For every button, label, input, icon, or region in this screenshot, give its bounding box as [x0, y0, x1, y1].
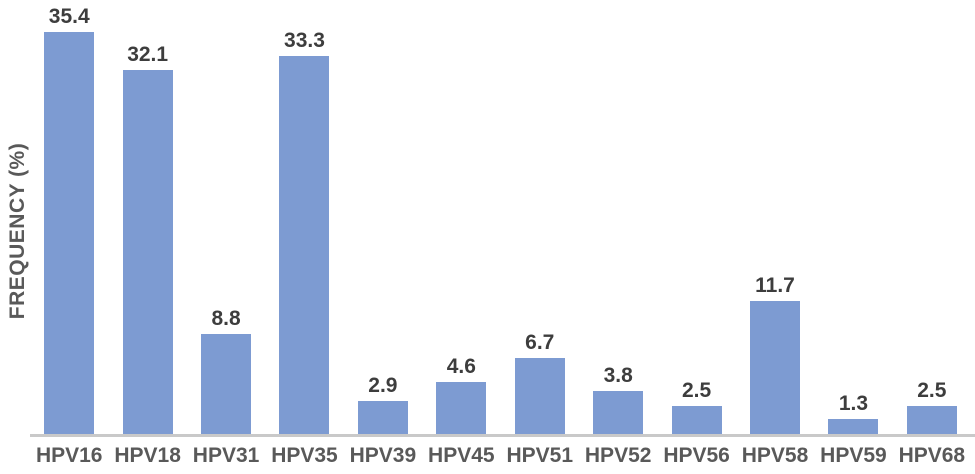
x-axis-tick-label: HPV45 — [428, 444, 495, 467]
x-axis-line — [30, 434, 975, 437]
x-axis-tick-label: HPV51 — [506, 444, 574, 467]
bar-value-label: 6.7 — [525, 330, 555, 354]
x-axis-tick-label: HPV56 — [663, 444, 730, 467]
bar-group: 32.1 — [108, 44, 186, 434]
bar-group: 2.5 — [893, 380, 971, 434]
bar — [514, 357, 565, 434]
bar — [671, 405, 722, 434]
bar-group: 2.9 — [344, 375, 422, 434]
bar — [906, 405, 957, 434]
bar-group: 2.5 — [657, 380, 735, 434]
bar-value-label: 2.5 — [917, 378, 947, 402]
bar — [122, 69, 173, 434]
bar — [279, 56, 330, 434]
bar — [357, 401, 408, 434]
y-axis-title: FREQUENCY (%) — [6, 142, 29, 320]
bar-value-label: 8.8 — [211, 307, 241, 331]
bar-group: 4.6 — [422, 356, 500, 434]
bar-value-label: 4.6 — [446, 354, 476, 378]
x-axis-tick-label: HPV58 — [741, 444, 809, 467]
bar-value-label: 11.7 — [755, 274, 795, 298]
bar-group: 33.3 — [265, 30, 343, 434]
x-axis-tick-label: HPV68 — [898, 444, 966, 467]
x-axis-tick-label: HPV39 — [349, 444, 417, 467]
bar-value-label: 35.4 — [48, 5, 90, 29]
x-axis-tick-label: HPV18 — [114, 444, 181, 467]
x-axis-labels: HPV16 HPV18 HPV31 HPV35 HPV39 HPV45 HPV51 HPV52… — [30, 445, 971, 466]
bar — [436, 381, 487, 434]
bar — [44, 32, 95, 434]
bar-group: 6.7 — [501, 332, 579, 434]
bar — [750, 301, 800, 434]
bar-group: 3.8 — [579, 365, 657, 434]
bars-container: 35.4 32.1 8.8 33.3 2.9 4.6 6.7 3.8 2.5 11.7 1.3 2.5 — [30, 6, 971, 434]
x-axis-tick-label: HPV52 — [584, 444, 652, 467]
bar-group: 35.4 — [30, 6, 108, 434]
bar-group: 1.3 — [814, 393, 892, 434]
bar — [593, 390, 644, 434]
bar-value-label: 3.8 — [603, 363, 633, 387]
x-axis-tick-label: HPV35 — [271, 444, 338, 467]
x-axis-tick-label: HPV59 — [820, 444, 887, 467]
bar-value-label: 32.1 — [127, 42, 169, 66]
bar-value-label: 2.5 — [681, 378, 712, 402]
x-axis-tick-label: HPV31 — [192, 444, 260, 467]
x-axis-tick-label: HPV16 — [35, 444, 103, 467]
bar-value-label: 1.3 — [838, 392, 869, 416]
bar-value-label: 2.9 — [368, 374, 398, 398]
bar — [201, 334, 252, 434]
bar-group: 11.7 — [736, 275, 814, 434]
bar-value-label: 33.3 — [284, 29, 325, 53]
bar-group: 8.8 — [187, 308, 265, 434]
bar — [828, 419, 879, 434]
